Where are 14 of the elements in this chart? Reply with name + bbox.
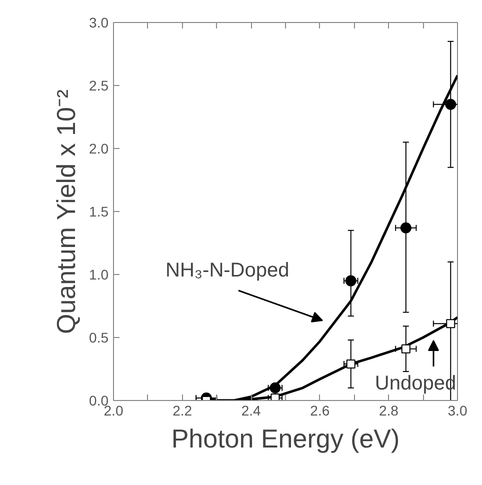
y-tick-label: 1.5 — [89, 204, 109, 220]
y-tick-label: 3.0 — [89, 14, 109, 30]
x-tick-label: 2.8 — [378, 402, 399, 418]
y-tick-label: 0.5 — [89, 330, 109, 346]
x-tick-label: 2.6 — [310, 402, 330, 418]
y-tick-label: 1.0 — [89, 266, 109, 282]
x-tick-label: 2.4 — [241, 402, 262, 418]
y-tick-label: 2.5 — [89, 78, 109, 94]
y-axis-title: Quantum Yield x 10⁻² — [51, 89, 82, 334]
x-axis-title: Photon Energy (eV) — [171, 424, 400, 454]
x-tick-label: 2.2 — [172, 402, 192, 418]
y-tick-label: 2.0 — [89, 140, 109, 156]
x-tick-label: 3.0 — [448, 402, 468, 418]
annotation: NH₃-N-Doped — [166, 260, 290, 282]
